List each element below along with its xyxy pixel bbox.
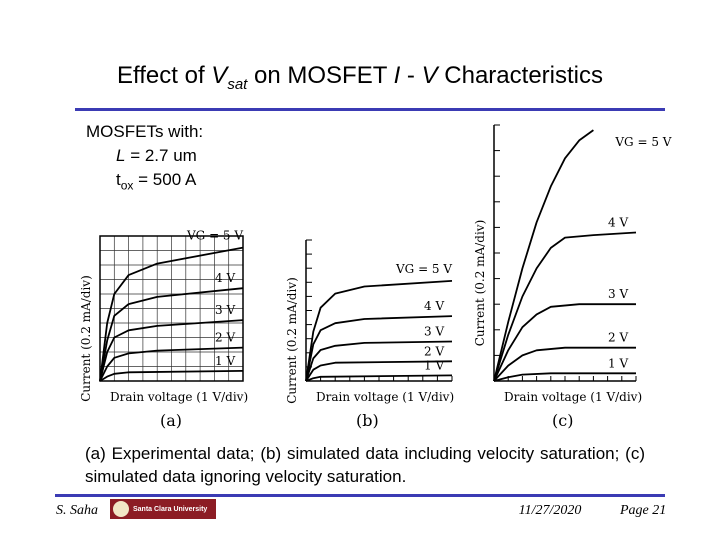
- series-curve: [99, 346, 244, 382]
- oxide-thickness-parameter: tox = 500 A: [116, 170, 197, 193]
- device-parameters: MOSFETs with: L = 2.7 um tox = 500 A: [86, 120, 203, 197]
- series-curve: [305, 360, 453, 382]
- university-logo: Santa Clara University: [110, 499, 216, 519]
- device-heading: MOSFETs with:: [86, 122, 204, 141]
- series-label: VG = 5 V: [395, 262, 452, 276]
- series-label: 2 V: [215, 331, 235, 345]
- series-label: VG = 5 V: [614, 135, 671, 149]
- series-curve: [99, 246, 244, 382]
- series-curve: [493, 231, 637, 382]
- series-label: VG = 5 V: [186, 229, 243, 243]
- series-label: 2 V: [424, 344, 444, 358]
- series-label: 3 V: [608, 287, 628, 301]
- series-label: 4 V: [424, 299, 444, 313]
- title-underline: [75, 108, 665, 111]
- slide-title: Effect of Vsat on MOSFET I - V Character…: [117, 62, 603, 93]
- y-axis-label: Current (0.2 mA/div): [79, 275, 93, 402]
- series-label: 2 V: [608, 331, 628, 345]
- series-curve: [493, 303, 636, 382]
- series-label: 4 V: [215, 271, 235, 285]
- footer-rule: [55, 494, 665, 497]
- figure-caption: (a) Experimental data; (b) simulated dat…: [85, 444, 645, 486]
- panel-label: (c): [552, 411, 573, 430]
- series-curve: [493, 346, 636, 382]
- series-curve: [305, 374, 453, 382]
- series-label: 1 V: [424, 358, 444, 372]
- series-label: 1 V: [608, 356, 628, 370]
- footer-page-number: Page 21: [620, 503, 667, 518]
- x-axis-label: Drain voltage (1 V/div): [504, 390, 642, 404]
- panel-label: (a): [160, 411, 182, 430]
- series-curve: [493, 129, 594, 382]
- footer-author: S. Saha: [56, 503, 98, 518]
- series-curve: [305, 315, 453, 382]
- panel-label: (b): [356, 411, 379, 430]
- length-parameter: L = 2.7 um: [116, 146, 197, 165]
- y-axis-label: Current (0.2 mA/div): [473, 220, 487, 347]
- series-label: 3 V: [424, 325, 444, 339]
- x-axis-label: Drain voltage (1 V/div): [316, 390, 454, 404]
- series-label: 4 V: [608, 216, 628, 230]
- series-label: 1 V: [215, 354, 235, 368]
- series-curve: [99, 370, 244, 382]
- series-curve: [305, 340, 453, 382]
- footer-date: 11/27/2020: [518, 503, 582, 518]
- logo-text: Santa Clara University: [133, 505, 208, 513]
- series-curve: [305, 280, 453, 382]
- y-axis-label: Current (0.2 mA/div): [285, 277, 299, 404]
- series-curve: [493, 372, 636, 382]
- x-axis-label: Drain voltage (1 V/div): [110, 390, 248, 404]
- series-curve: [99, 319, 244, 382]
- seal-icon: [113, 501, 129, 517]
- series-curve: [99, 287, 244, 382]
- plot-frame: [99, 235, 244, 382]
- series-label: 3 V: [215, 303, 235, 317]
